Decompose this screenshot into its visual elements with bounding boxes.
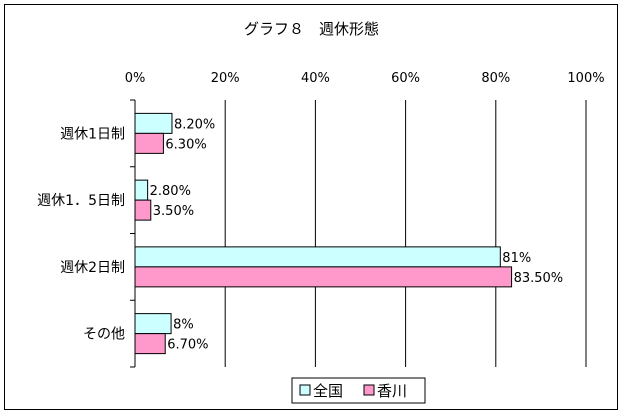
x-tick-label: 80%: [481, 71, 510, 86]
x-tick-label: 20%: [211, 71, 240, 86]
chart-frame: [4, 4, 618, 410]
category-label: 週休1日制: [60, 126, 125, 142]
bar-香川: [134, 199, 152, 221]
bar-全国: [134, 179, 149, 201]
bar-全国: [134, 246, 501, 268]
bar-香川: [134, 132, 164, 154]
data-label: 6.30%: [165, 137, 206, 152]
x-tick-label: 0%: [125, 71, 146, 86]
data-label: 2.80%: [150, 184, 191, 199]
data-label: 83.50%: [514, 271, 564, 286]
legend-swatch: [363, 384, 375, 396]
legend-swatch: [299, 384, 311, 396]
x-tick-label: 60%: [391, 71, 420, 86]
legend-label: 全国: [313, 382, 343, 400]
bar-香川: [134, 266, 513, 288]
data-label: 81%: [502, 251, 531, 266]
x-tick-label: 100%: [567, 71, 604, 86]
bar-全国: [134, 112, 173, 134]
x-tick-label: 40%: [301, 71, 330, 86]
data-label: 8%: [173, 318, 194, 333]
data-label: 3.50%: [153, 204, 194, 219]
bar-香川: [134, 333, 166, 355]
legend-box: [291, 377, 426, 404]
bar-全国: [134, 313, 172, 335]
chart-title: グラフ８ 週休形態: [243, 20, 379, 38]
category-label: 週休2日制: [60, 260, 125, 276]
legend-label: 香川: [377, 382, 407, 400]
data-label: 8.20%: [174, 117, 215, 132]
category-label: 週休1．5日制: [37, 193, 125, 209]
data-label: 6.70%: [167, 338, 208, 353]
category-label: その他: [83, 327, 125, 343]
